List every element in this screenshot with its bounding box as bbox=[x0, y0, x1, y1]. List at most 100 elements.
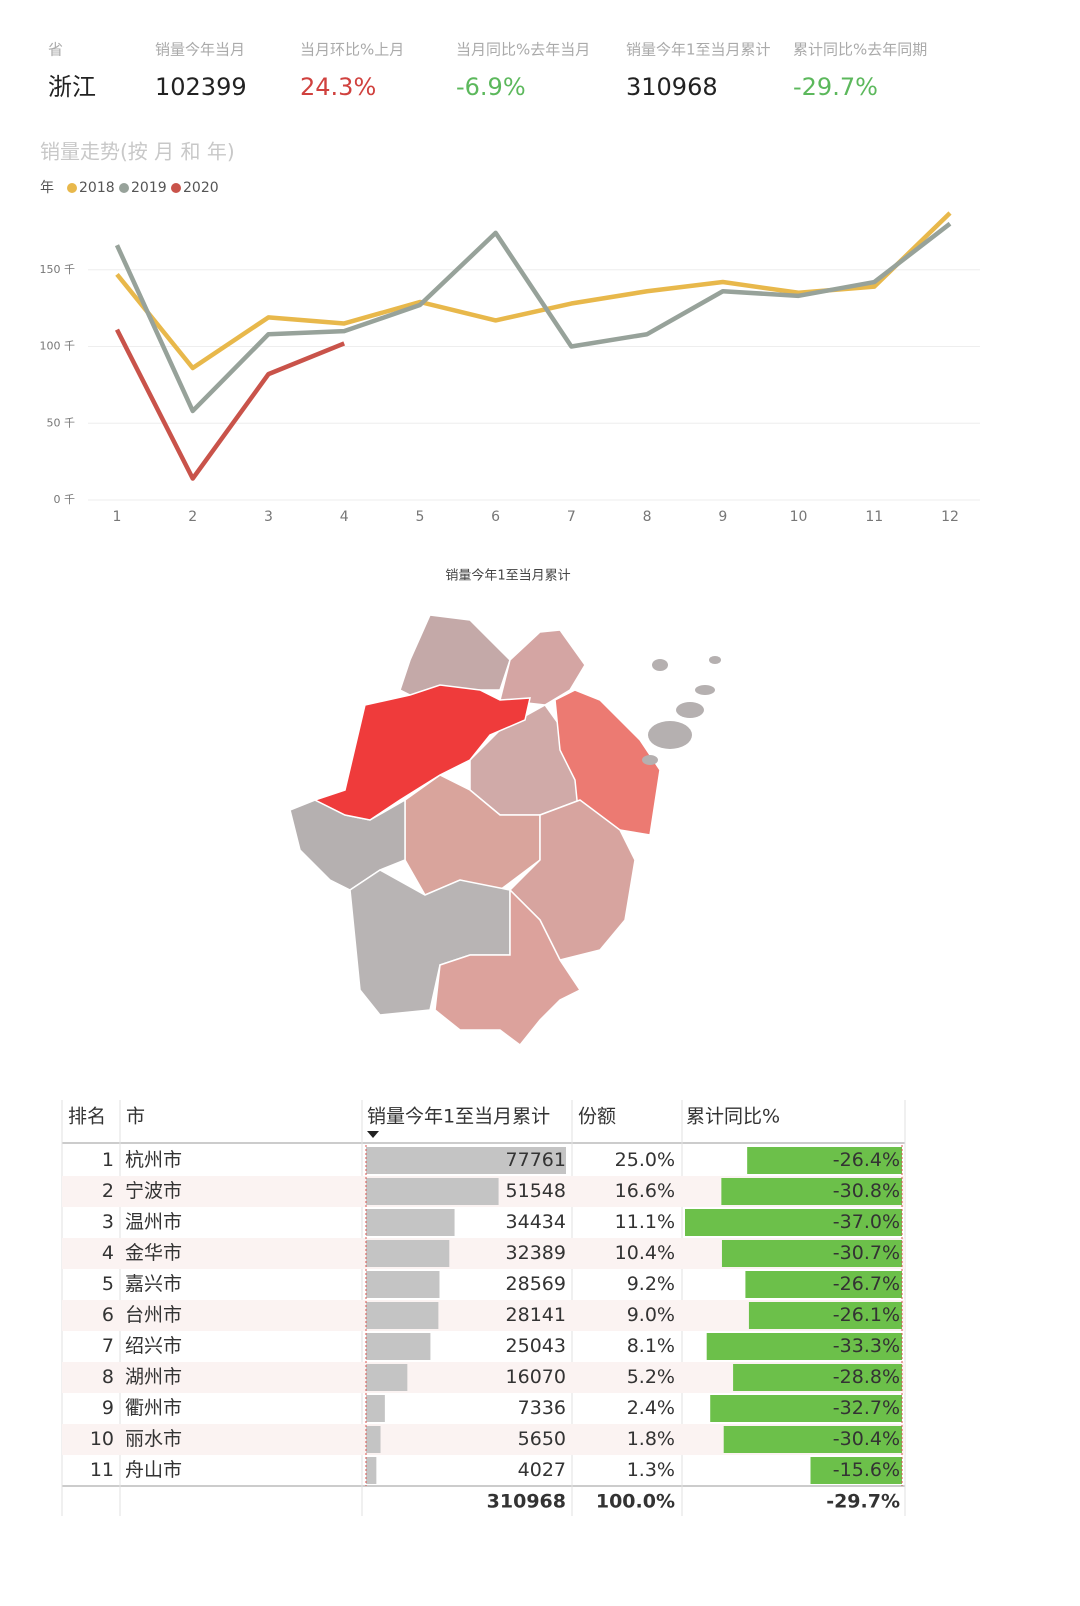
share: 5.2% bbox=[627, 1366, 675, 1388]
legend-marker bbox=[171, 183, 181, 193]
total: 4027 bbox=[518, 1459, 566, 1481]
yoy-bar bbox=[810, 1457, 902, 1484]
yoy: -30.4% bbox=[833, 1428, 900, 1450]
rank: 1 bbox=[102, 1149, 114, 1171]
x-tick-label: 6 bbox=[491, 509, 500, 525]
y-tick-label: 100 千 bbox=[40, 340, 76, 353]
yoy-bar bbox=[685, 1209, 902, 1236]
yoy-bar bbox=[747, 1147, 902, 1174]
yoy-bar bbox=[748, 1302, 902, 1329]
region-taizhou bbox=[508, 799, 636, 961]
total-bar bbox=[366, 1333, 431, 1360]
kpi-value: 24.3% bbox=[300, 73, 376, 101]
city: 湖州市 bbox=[125, 1366, 182, 1388]
yoy: -26.4% bbox=[833, 1149, 900, 1171]
yoy: -33.3% bbox=[833, 1335, 900, 1357]
x-tick-label: 8 bbox=[643, 509, 652, 525]
kpi-label: 累计同比%去年同期 bbox=[793, 41, 927, 59]
column-header: 销量今年1至当月累计 bbox=[367, 1106, 550, 1128]
y-tick-label: 0 千 bbox=[54, 493, 76, 506]
y-tick-label: 150 千 bbox=[40, 263, 76, 276]
region-ningbo bbox=[554, 689, 661, 836]
rank: 11 bbox=[90, 1459, 114, 1481]
x-tick-label: 9 bbox=[718, 509, 727, 525]
city: 舟山市 bbox=[125, 1459, 182, 1481]
total-bar bbox=[366, 1209, 455, 1236]
yoy-bar bbox=[733, 1364, 902, 1391]
rank: 10 bbox=[90, 1428, 114, 1450]
yoy: -32.7% bbox=[833, 1397, 900, 1419]
city: 金华市 bbox=[125, 1242, 182, 1264]
kpi-value: 浙江 bbox=[48, 73, 96, 101]
x-tick-label: 3 bbox=[264, 509, 273, 525]
city: 宁波市 bbox=[125, 1180, 182, 1202]
yoy: -26.7% bbox=[833, 1273, 900, 1295]
table-header bbox=[62, 1131, 905, 1487]
x-tick-label: 4 bbox=[340, 509, 349, 525]
share: 8.1% bbox=[627, 1335, 675, 1357]
total: 51548 bbox=[506, 1180, 566, 1202]
share: 9.0% bbox=[627, 1304, 675, 1326]
yoy: -26.1% bbox=[833, 1304, 900, 1326]
yoy-bar bbox=[745, 1271, 902, 1298]
yoy: -30.7% bbox=[833, 1242, 900, 1264]
total-bar bbox=[366, 1364, 408, 1391]
kpi-label: 省 bbox=[48, 41, 63, 59]
series-line bbox=[114, 328, 346, 481]
total: 77761 bbox=[506, 1149, 566, 1171]
total: 28569 bbox=[506, 1273, 566, 1295]
yoy: -28.8% bbox=[833, 1366, 900, 1388]
city: 丽水市 bbox=[125, 1428, 182, 1450]
city: 衢州市 bbox=[125, 1397, 182, 1419]
kpi-value: 102399 bbox=[155, 73, 247, 101]
total-bar bbox=[366, 1178, 499, 1205]
column-header: 累计同比% bbox=[686, 1106, 780, 1128]
total: 34434 bbox=[506, 1211, 566, 1233]
rank: 6 bbox=[102, 1304, 114, 1326]
rank: 3 bbox=[102, 1211, 114, 1233]
map-title: 销量今年1至当月累计 bbox=[445, 568, 570, 584]
series-line bbox=[114, 221, 952, 414]
total: 32389 bbox=[506, 1242, 566, 1264]
x-tick-label: 7 bbox=[567, 509, 576, 525]
share: 10.4% bbox=[615, 1242, 675, 1264]
total: 16070 bbox=[506, 1366, 566, 1388]
map bbox=[289, 614, 721, 1047]
grand-yoy: -29.7% bbox=[826, 1491, 900, 1513]
rank: 5 bbox=[102, 1273, 114, 1295]
kpi-label: 当月环比%上月 bbox=[300, 41, 404, 59]
city: 台州市 bbox=[125, 1304, 182, 1326]
rank: 4 bbox=[102, 1242, 114, 1264]
yoy: -15.6% bbox=[833, 1459, 900, 1481]
rank: 8 bbox=[102, 1366, 114, 1388]
x-tick-label: 10 bbox=[790, 509, 808, 525]
share: 11.1% bbox=[615, 1211, 675, 1233]
rank: 2 bbox=[102, 1180, 114, 1202]
y-tick-label: 50 千 bbox=[47, 416, 76, 429]
yoy-bar bbox=[706, 1333, 902, 1360]
share: 1.8% bbox=[627, 1428, 675, 1450]
rank: 9 bbox=[102, 1397, 114, 1419]
column-header: 份额 bbox=[578, 1106, 616, 1128]
kpi-value: -6.9% bbox=[456, 73, 526, 101]
yoy-bar bbox=[721, 1178, 902, 1205]
kpi-value: -29.7% bbox=[793, 73, 878, 101]
share: 2.4% bbox=[627, 1397, 675, 1419]
x-tick-label: 5 bbox=[415, 509, 424, 525]
region-hangzhou bbox=[313, 684, 531, 821]
city: 嘉兴市 bbox=[125, 1273, 182, 1295]
total-bar bbox=[366, 1147, 566, 1174]
region-wenzhou bbox=[434, 888, 582, 1047]
total: 28141 bbox=[506, 1304, 566, 1326]
legend-title: 年 bbox=[40, 180, 54, 196]
x-tick-label: 12 bbox=[941, 509, 959, 525]
city: 绍兴市 bbox=[125, 1335, 182, 1357]
total-bar bbox=[366, 1302, 439, 1329]
column-header: 排名 bbox=[68, 1106, 106, 1128]
share: 25.0% bbox=[615, 1149, 675, 1171]
x-tick-label: 2 bbox=[188, 509, 197, 525]
total-bar bbox=[366, 1426, 381, 1453]
city: 杭州市 bbox=[125, 1149, 182, 1171]
share: 1.3% bbox=[627, 1459, 675, 1481]
